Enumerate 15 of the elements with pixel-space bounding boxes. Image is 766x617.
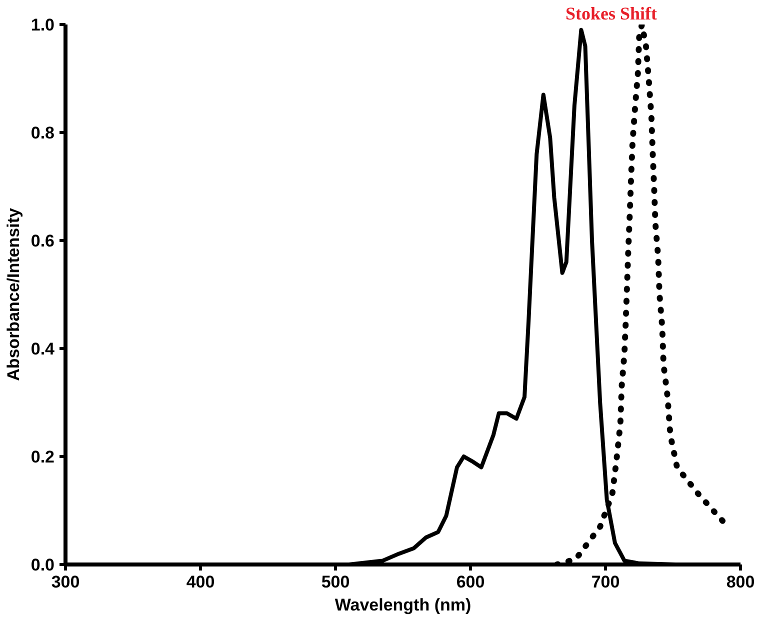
x-tick-label: 700 [591,572,620,592]
x-tick-label: 400 [186,572,215,592]
x-tick-label: 500 [321,572,350,592]
y-tick-label: 1.0 [30,16,55,34]
y-tick-label: 0.8 [30,124,55,142]
y-tick-label: 0.6 [30,232,55,250]
y-tick-label: 0.2 [30,448,55,466]
text: Stokes Shift [566,4,658,24]
x-tick-label: 800 [726,572,755,592]
x-axis-title: Wavelength (nm) [334,596,472,614]
x-tick-label: 600 [456,572,485,592]
y-tick-label: 0.0 [30,556,55,574]
y-tick-label: 0.4 [30,340,56,358]
y-axis-title: Absorbance/Intensity [4,208,23,381]
x-tick-label: 300 [51,572,80,592]
